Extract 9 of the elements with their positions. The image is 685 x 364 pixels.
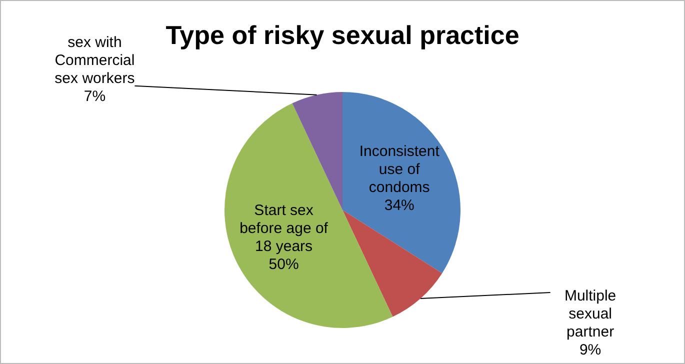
chart-title: Type of risky sexual practice (166, 20, 520, 50)
slice-label: Start sex before age of 18 years (240, 202, 329, 255)
slice-label: Inconsistent use of condoms (359, 142, 440, 196)
slice-label: Multiple sexual partner (564, 288, 616, 341)
data-label: 7% (84, 88, 106, 105)
data-label: 34% (384, 196, 414, 214)
data-label: 9% (579, 342, 602, 359)
slice-label: sex with Commercial sex workers (54, 34, 135, 87)
data-label: 50% (268, 256, 299, 273)
